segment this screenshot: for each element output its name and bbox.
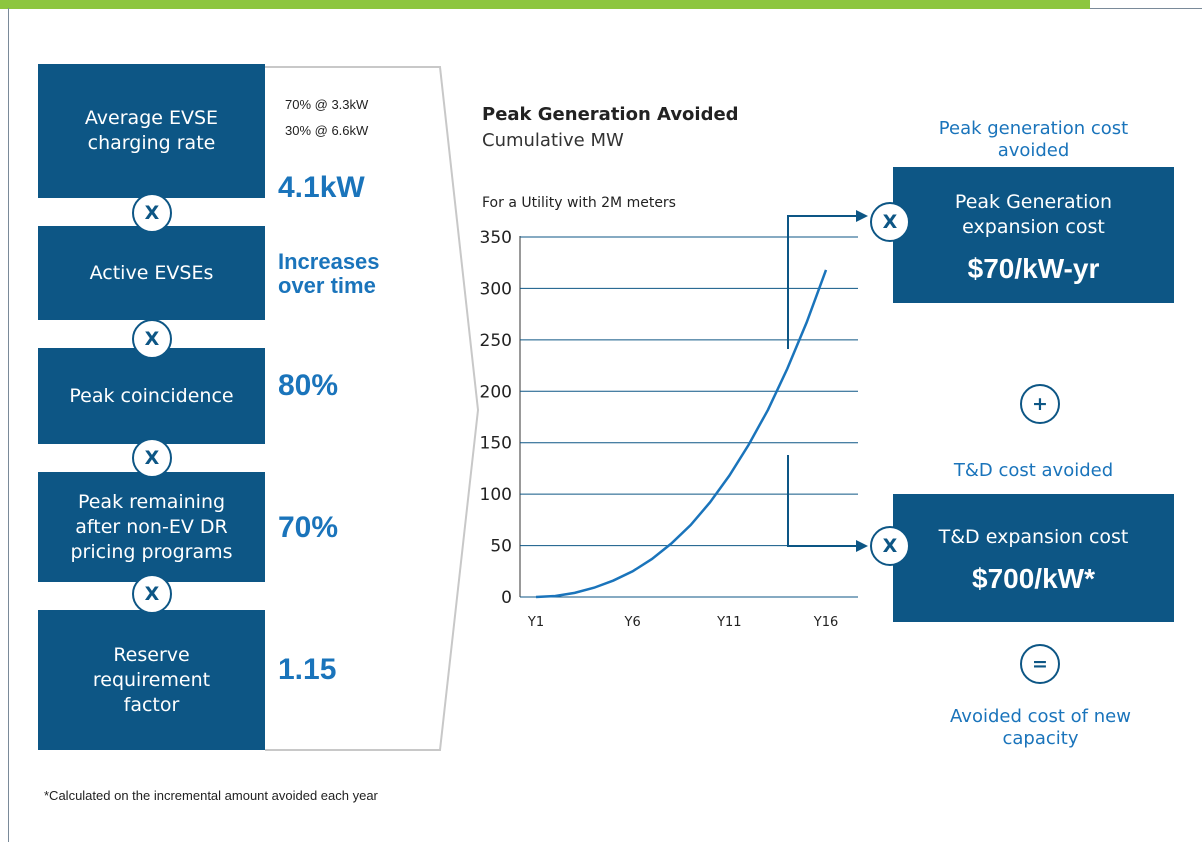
result: Avoided cost of new capacity xyxy=(893,706,1188,750)
operator: + xyxy=(1020,384,1060,424)
cost-value: $70/kW-yr xyxy=(967,252,1100,284)
text-line: pricing programs xyxy=(70,540,233,563)
text-line: charging rate xyxy=(87,132,216,154)
text-line: Avoided cost of new xyxy=(950,706,1131,727)
cost-heading: T&D cost avoided xyxy=(893,460,1174,482)
text-line: 70% @ 3.3kW xyxy=(285,97,369,112)
factor-box: Peak coincidence xyxy=(38,348,265,444)
y-tick-label: 0 xyxy=(501,588,512,608)
factor-box: Peak remaining after non-EV DR pricing pro… xyxy=(38,472,265,582)
top-bar xyxy=(0,0,1090,9)
arrow-head xyxy=(856,210,868,222)
factor-value: 70% xyxy=(278,512,338,544)
factor-value: Increases over time xyxy=(278,250,380,298)
text-line: factor xyxy=(123,693,180,716)
cost-value: $700/kW* xyxy=(972,563,1095,594)
factor-value: 80% xyxy=(278,370,338,402)
x-tick-label: Y6 xyxy=(624,615,641,630)
text-line: over time xyxy=(278,273,376,298)
arrow-head xyxy=(856,540,868,552)
y-tick-label: 200 xyxy=(480,382,512,402)
footnote: *Calculated on the incremental amount av… xyxy=(44,788,378,803)
cost-box: Peak Generation expansion cost $70/kW-yr xyxy=(893,167,1174,303)
text-line: capacity xyxy=(1002,728,1079,749)
operator: X xyxy=(132,438,172,478)
text-line: Increases xyxy=(278,249,380,274)
operator: = xyxy=(1020,644,1060,684)
text-line: Reserve xyxy=(113,643,190,666)
x-tick-label: Y1 xyxy=(527,615,544,630)
factor-value: 1.15 xyxy=(278,654,336,686)
chevron xyxy=(38,66,480,751)
y-tick-label: 250 xyxy=(480,331,512,351)
text-line: after non-EV DR xyxy=(75,515,228,538)
y-tick-label: 150 xyxy=(480,434,512,454)
text-line: 30% @ 6.6kW xyxy=(285,123,369,138)
operator: X xyxy=(870,202,910,242)
text-line: avoided xyxy=(997,140,1070,161)
text-line: expansion cost xyxy=(962,215,1105,238)
y-tick-label: 300 xyxy=(480,279,512,299)
text-line: requirement xyxy=(92,668,211,691)
chart-subtitle: Cumulative MW xyxy=(482,130,624,151)
text-line: Peak generation cost xyxy=(938,118,1129,139)
operator: X xyxy=(870,526,910,566)
y-tick-label: 100 xyxy=(480,485,512,505)
text-line: T&D cost avoided xyxy=(953,460,1114,481)
annotation: For a Utility with 2M meters xyxy=(482,195,676,211)
cost-box: T&D expansion cost $700/kW* xyxy=(893,494,1174,622)
text-line: 4.1kW xyxy=(278,171,365,204)
cost-heading: Peak generation cost avoided xyxy=(893,118,1174,162)
operator: X xyxy=(132,193,172,233)
y-tick-label: 50 xyxy=(490,537,512,557)
y-tick-label: 350 xyxy=(480,228,512,248)
text-line: Peak Generation xyxy=(954,190,1113,213)
factor-detail: 70% @ 3.3kW 30% @ 6.6kW xyxy=(285,92,368,144)
text-line: Average EVSE xyxy=(84,107,219,129)
text-line: Active EVSEs xyxy=(89,261,214,284)
text-line: Peak remaining xyxy=(77,490,226,513)
operator: X xyxy=(132,574,172,614)
x-tick-label: Y11 xyxy=(716,615,741,630)
line xyxy=(535,269,828,599)
text-line: 1.15 xyxy=(278,653,337,686)
operator: X xyxy=(132,319,172,359)
text-line: T&D expansion cost xyxy=(938,526,1129,548)
arrow-gap xyxy=(750,270,790,455)
factor-value: 4.1kW xyxy=(278,172,365,204)
text-line: 80% xyxy=(278,369,339,402)
factor-box: Active EVSEs xyxy=(38,226,265,320)
factor-box: Reserve requirement factor xyxy=(38,610,265,750)
chart-title: Peak Generation Avoided xyxy=(482,104,739,125)
text-line: Peak coincidence xyxy=(69,384,234,407)
x-tick-label: Y16 xyxy=(813,615,838,630)
factor-box: Average EVSE charging rate xyxy=(38,64,265,198)
plot: 0 50 100 150 200 250 300 350 Y1 Y6 Y11 Y16 xyxy=(480,228,858,630)
text-line: 70% xyxy=(278,511,339,544)
